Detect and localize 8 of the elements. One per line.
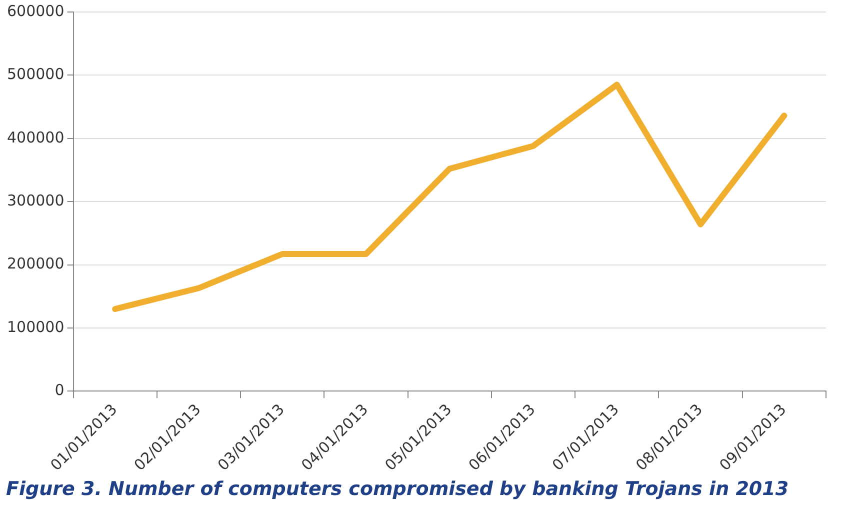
y-tick-label: 0 xyxy=(54,381,64,400)
y-tick-label: 500000 xyxy=(6,65,64,84)
caption: Figure 3. Number of computers compromised by banking Trojans in 2013 xyxy=(6,478,789,500)
y-tick-label: 300000 xyxy=(6,191,64,210)
y-tick-label: 200000 xyxy=(6,254,64,273)
y-tick-label: 100000 xyxy=(6,318,64,336)
y-tick-label: 400000 xyxy=(6,128,64,146)
y-tick-label: 600000 xyxy=(6,2,64,20)
